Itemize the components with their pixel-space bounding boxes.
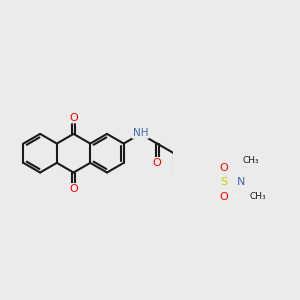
Text: O: O [153,158,161,168]
Text: NH: NH [133,128,148,138]
Text: O: O [69,112,78,122]
Text: N: N [237,177,245,187]
Text: O: O [220,163,228,173]
Text: S: S [220,177,227,187]
Text: O: O [69,184,78,194]
Text: CH₃: CH₃ [250,193,266,202]
Text: O: O [220,192,228,202]
Text: CH₃: CH₃ [243,156,259,165]
